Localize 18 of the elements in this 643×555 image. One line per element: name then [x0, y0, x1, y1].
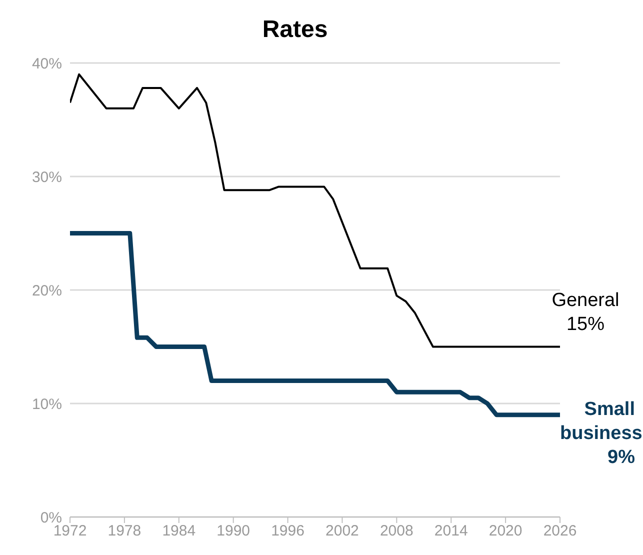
x-tick-label: 2008 [380, 522, 414, 540]
y-tick-label: 30% [32, 168, 62, 186]
y-tick-label: 40% [32, 55, 62, 72]
text: 9% [606, 446, 635, 470]
series-label: General [550, 288, 620, 313]
chart-title: Rates [261, 16, 329, 44]
x-tick-label: 2014 [434, 522, 468, 540]
y-tick-label: 10% [32, 396, 62, 413]
y-tick-label: 20% [32, 282, 62, 300]
x-tick-label: 1990 [216, 522, 250, 540]
series-label: Small business [560, 398, 642, 446]
x-tick-label: 1996 [271, 522, 304, 540]
x-tick-label: 2020 [488, 522, 522, 540]
text: 15% [565, 312, 606, 337]
x-tick-label: 1978 [108, 522, 142, 540]
x-tick-label: 2026 [543, 522, 577, 540]
x-tick-label: 1984 [162, 522, 196, 540]
x-tick-label: 2002 [326, 522, 359, 540]
